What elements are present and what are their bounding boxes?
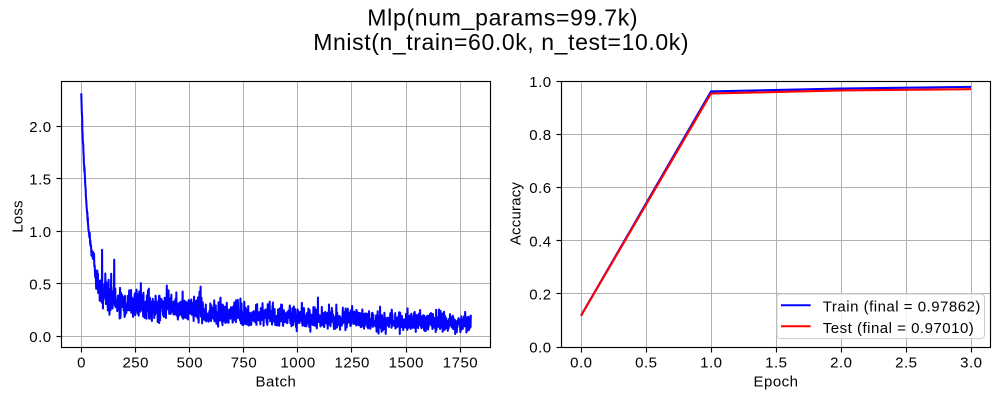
svg-text:0.4: 0.4	[529, 233, 551, 250]
svg-text:750: 750	[231, 354, 258, 371]
svg-text:250: 250	[122, 354, 149, 371]
svg-text:1.0: 1.0	[700, 354, 722, 371]
svg-text:0.6: 0.6	[529, 180, 551, 197]
svg-text:0.8: 0.8	[529, 127, 551, 144]
svg-text:1500: 1500	[389, 354, 424, 371]
svg-text:1.0: 1.0	[529, 74, 551, 91]
svg-text:2.0: 2.0	[830, 354, 852, 371]
svg-text:Accuracy: Accuracy	[507, 182, 524, 246]
svg-text:0.0: 0.0	[570, 354, 592, 371]
svg-text:0: 0	[77, 354, 86, 371]
svg-text:1.5: 1.5	[29, 171, 51, 188]
svg-text:0.5: 0.5	[635, 354, 657, 371]
svg-text:1000: 1000	[280, 354, 315, 371]
svg-text:Test (final = 0.97010): Test (final = 0.97010)	[823, 320, 975, 337]
svg-text:0.0: 0.0	[29, 329, 51, 346]
svg-text:Train (final = 0.97862): Train (final = 0.97862)	[823, 299, 981, 316]
svg-text:Mnist(n_train=60.0k, n_test=10: Mnist(n_train=60.0k, n_test=10.0k)	[313, 29, 689, 55]
svg-text:Mlp(num_params=99.7k): Mlp(num_params=99.7k)	[367, 5, 638, 31]
svg-text:500: 500	[177, 354, 204, 371]
svg-text:Loss: Loss	[10, 200, 27, 233]
svg-text:Batch: Batch	[255, 374, 296, 391]
svg-text:1250: 1250	[335, 354, 370, 371]
svg-text:2.0: 2.0	[29, 119, 51, 136]
svg-text:1.0: 1.0	[29, 224, 51, 241]
svg-text:3.0: 3.0	[960, 354, 982, 371]
svg-text:0.0: 0.0	[529, 340, 551, 357]
svg-text:0.5: 0.5	[29, 276, 51, 293]
svg-text:1750: 1750	[443, 354, 478, 371]
svg-text:Epoch: Epoch	[753, 374, 798, 391]
svg-text:2.5: 2.5	[895, 354, 917, 371]
svg-text:0.2: 0.2	[529, 286, 551, 303]
svg-text:1.5: 1.5	[765, 354, 787, 371]
